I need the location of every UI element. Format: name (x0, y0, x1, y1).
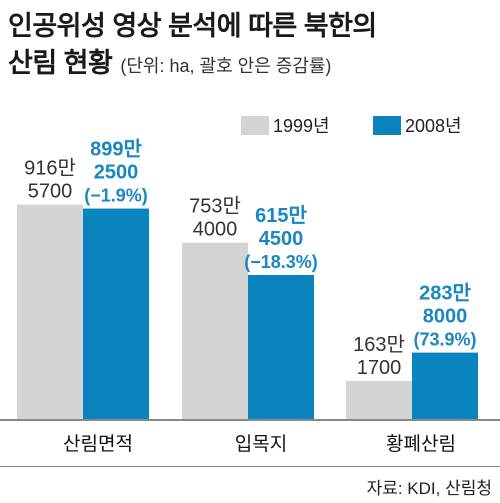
data-label-1999-1-2: 5700 (28, 181, 73, 203)
unit-note: (단위: ha, 괄호 안은 증감률) (120, 56, 332, 76)
category-label-1: 산림면적 (63, 434, 133, 455)
bar-2008-3 (412, 352, 478, 419)
chart-title-main: 산림 현황 (8, 48, 113, 78)
bar-2008-2 (248, 274, 314, 419)
data-label-1999-3-1: 163만 (353, 333, 405, 356)
source-note: 자료: KDI, 산림청 (366, 479, 492, 498)
data-label-2008-2-2: 4500 (259, 228, 304, 250)
legend-item-2008: 2008년 (373, 112, 462, 138)
bar-1999-1 (17, 204, 83, 419)
data-label-2008-2-3: (−18.3%) (244, 252, 318, 272)
footer-divider (0, 466, 500, 467)
x-axis-baseline (0, 419, 500, 421)
bar-1999-2 (182, 242, 248, 419)
data-label-2008-2-1: 615만 (255, 204, 307, 227)
data-label-1999-2-2: 4000 (193, 219, 238, 241)
legend-item-1999: 1999년 (241, 112, 330, 138)
bar-2008-1 (83, 208, 149, 419)
data-label-2008-3-1: 283만 (419, 282, 471, 305)
data-label-1999-2-1: 753만 (189, 195, 241, 218)
data-label-2008-1-2: 2500 (94, 162, 139, 184)
data-label-2008-3-3: (73.9%) (413, 330, 476, 350)
legend-label-2008: 2008년 (405, 116, 462, 136)
chart-title-line2: 산림 현황 (단위: ha, 괄호 안은 증감률) (8, 41, 331, 80)
data-label-2008-1-1: 899만 (90, 138, 142, 161)
plot-area: 916만5700899만2500(−1.9%)753만4000615만4500(… (17, 138, 478, 419)
data-label-1999-1-1: 916만 (24, 157, 76, 180)
category-label-2: 입목지 (234, 434, 288, 455)
chart-title: 인공위성 영상 분석에 따른 북한의 (8, 11, 377, 41)
data-label-2008-1-3: (−1.9%) (84, 186, 148, 206)
data-label-1999-3-2: 1700 (357, 357, 402, 379)
bar-1999-3 (346, 380, 412, 419)
data-label-2008-3-2: 8000 (423, 306, 468, 328)
legend-swatch-2008 (373, 115, 401, 135)
legend-label-1999: 1999년 (273, 116, 330, 136)
category-label-3: 황폐산림 (386, 434, 456, 455)
legend-swatch-1999 (241, 115, 269, 135)
